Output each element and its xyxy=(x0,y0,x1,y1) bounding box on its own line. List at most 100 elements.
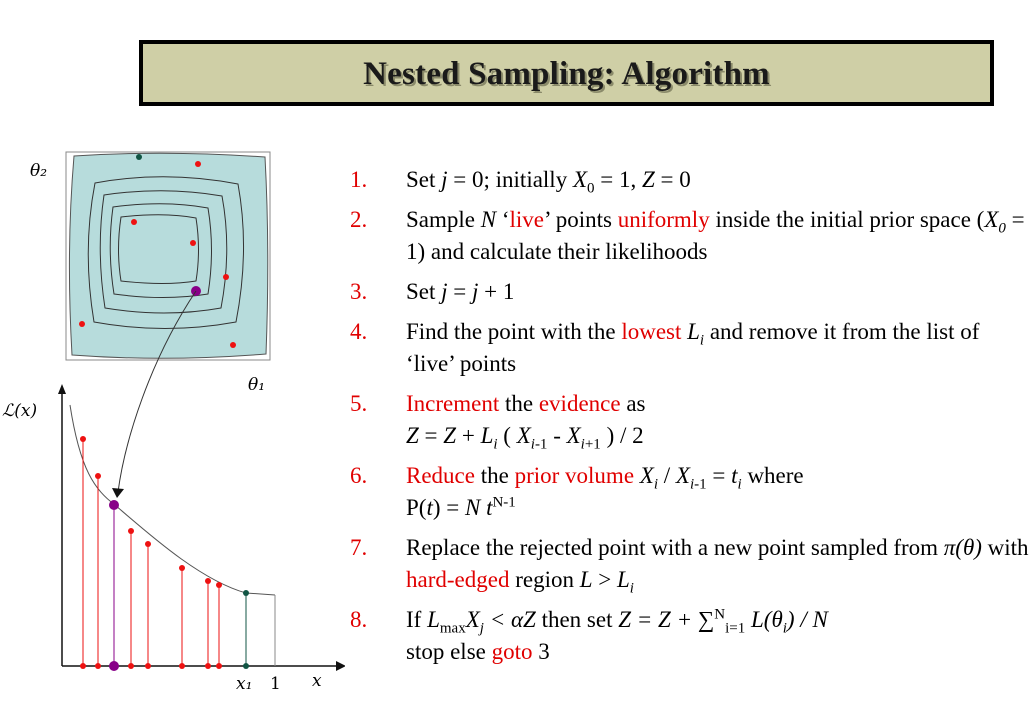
step-text: = xyxy=(447,279,473,304)
step-text: hard-edged xyxy=(406,567,510,592)
step-text: If xyxy=(406,607,428,632)
one-tick-label: 1 xyxy=(270,674,281,694)
step-text: X xyxy=(572,167,588,192)
step-text: i xyxy=(653,476,659,493)
step-number: 5. xyxy=(350,391,368,416)
step-text: inside the initial prior space ( xyxy=(709,207,985,232)
step-text: then set xyxy=(535,607,619,632)
step-text: 0 xyxy=(587,180,595,197)
prior-region xyxy=(68,152,269,359)
step-text: j xyxy=(472,279,479,304)
step-text: and remove it from the list of ‘live’ po… xyxy=(406,319,980,376)
step-text: + 1 xyxy=(478,279,515,304)
title-banner: Nested Sampling: Algorithm xyxy=(139,40,994,106)
step-number: 2. xyxy=(350,207,368,232)
step-text: Z xyxy=(406,423,419,448)
step-text: ) / N xyxy=(786,607,828,632)
live-point xyxy=(190,240,196,246)
step-text: i xyxy=(782,620,787,637)
likelihood-curve xyxy=(69,404,276,596)
step-text: ‘ xyxy=(496,207,510,232)
step-text: L xyxy=(617,567,630,592)
step-text: goto xyxy=(491,639,533,664)
step-text: Z xyxy=(642,167,655,192)
step-text: i xyxy=(699,332,705,349)
step-text: +1 xyxy=(584,436,601,453)
x-axis-label: x xyxy=(312,671,322,691)
step-text: 3 xyxy=(532,639,550,664)
step-text: j xyxy=(441,167,448,192)
step-text: Reduce xyxy=(406,463,475,488)
live-point xyxy=(79,321,85,327)
step-text: prior volume xyxy=(514,463,635,488)
algorithm-step: 3. Set j = j + 1 xyxy=(350,276,1030,308)
contour-mid xyxy=(99,190,228,314)
step-text: N xyxy=(714,606,726,623)
step-text: X xyxy=(516,423,531,448)
algorithm-step: 1. Set j = 0; initially X0 = 1, Z = 0 xyxy=(350,164,1030,196)
rejected-point-top xyxy=(136,154,142,160)
step-text: i xyxy=(737,476,742,493)
step-text: j xyxy=(441,279,448,304)
slide-title: Nested Sampling: Algorithm xyxy=(363,56,770,92)
step-text: = 0 xyxy=(654,167,691,192)
step-text: i xyxy=(493,436,498,453)
step-text: lowest xyxy=(621,319,682,344)
algorithm-step: 6. Reduce the prior volume Xi / Xi-1 = ti… xyxy=(350,460,1030,524)
theta1-label: θ₁ xyxy=(248,375,265,395)
step-text: where xyxy=(741,463,804,488)
step-text: Set xyxy=(406,279,442,304)
curve-points xyxy=(80,436,249,596)
step-text: Set xyxy=(406,167,442,192)
step-text: max xyxy=(439,620,466,637)
step-text: i xyxy=(689,476,695,493)
step-text: L xyxy=(480,423,494,448)
step-text: i xyxy=(580,436,585,453)
step-text: X xyxy=(465,607,480,632)
step-text: Z = Z + ∑ xyxy=(618,607,715,632)
step-text: evidence xyxy=(538,391,621,416)
step-text: uniformly xyxy=(617,207,710,232)
step-text: N xyxy=(480,207,497,232)
nested-sampling-diagram: θ₂ θ₁ ℒ(x) xyxy=(2,151,345,694)
step-text: ’ points xyxy=(544,207,618,232)
step-text: Replace the rejected point with a new po… xyxy=(406,535,944,560)
step-text: as xyxy=(620,391,646,416)
step-text: / xyxy=(658,463,676,488)
step-text: ) / 2 xyxy=(600,423,644,448)
step-text: -1 xyxy=(534,436,548,453)
step-text: P( xyxy=(406,495,427,520)
step-text: < αZ xyxy=(483,607,536,632)
step-text: X xyxy=(675,463,690,488)
algorithm-step: 5. Increment the evidence as Z = Z + Li ( … xyxy=(350,388,1030,452)
step-text: Sample xyxy=(406,207,481,232)
algorithm-step: 2. Sample N ‘live’ points uniformly insid… xyxy=(350,204,1030,268)
step-text: - xyxy=(547,423,567,448)
step-text: Increment xyxy=(406,391,500,416)
algorithm-step: 7. Replace the rejected point with a new … xyxy=(350,532,1030,596)
algorithm-steps: 1. Set j = 0; initially X0 = 1, Z = 0 2. Sa… xyxy=(350,164,1030,668)
step-text: L xyxy=(427,607,440,632)
live-point xyxy=(131,219,137,225)
step-text: with xyxy=(981,535,1029,560)
arrow-head xyxy=(112,488,124,498)
step-text: stop else xyxy=(406,639,492,664)
step-text: i xyxy=(530,436,535,453)
step-text: + xyxy=(456,423,481,448)
step-text: i=1 xyxy=(725,620,746,637)
contour-inner2 xyxy=(118,214,199,284)
step-text: N-1 xyxy=(492,494,516,511)
step-text: Find the point with the xyxy=(406,319,622,344)
contour-outer xyxy=(87,176,244,329)
step-text: ( xyxy=(497,423,517,448)
step-number: 7. xyxy=(350,535,368,560)
step-text: X xyxy=(639,463,654,488)
theta2-label: θ₂ xyxy=(30,161,47,181)
y-axis-arrow xyxy=(58,384,66,394)
contour-inner1 xyxy=(109,203,212,298)
step-number: 6. xyxy=(350,463,368,488)
mapping-arrow xyxy=(117,290,197,493)
step-text: ) = xyxy=(432,495,465,520)
step-text: i xyxy=(629,580,634,597)
step-text: = 1, xyxy=(594,167,642,192)
